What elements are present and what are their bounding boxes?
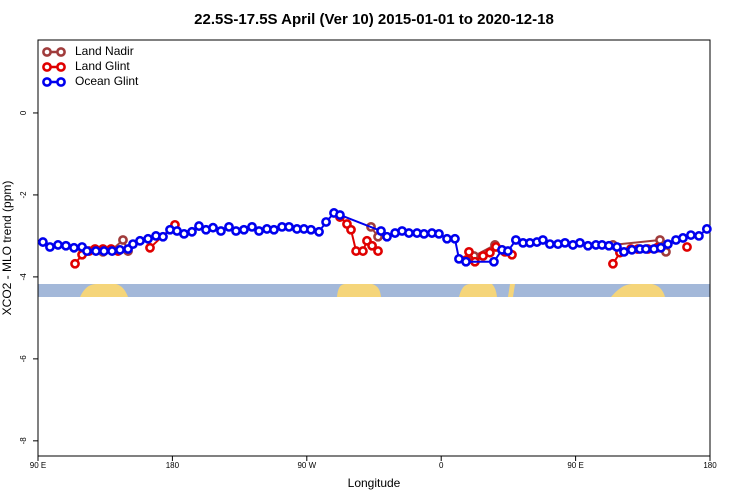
data-point (560, 237, 570, 248)
legend-label: Land Nadir (75, 44, 134, 58)
x-tick-label: 90 E (30, 461, 46, 470)
chart-title: 22.5S-17.5S April (Ver 10) 2015-01-01 to… (194, 11, 554, 28)
data-point (99, 246, 109, 256)
data-point (537, 235, 548, 245)
data-point (158, 231, 168, 242)
data-point (314, 226, 324, 237)
data-point (135, 235, 145, 246)
data-point (484, 247, 495, 258)
data-point (231, 226, 241, 236)
data-point (321, 217, 331, 227)
data-point (254, 226, 264, 236)
data-point (247, 221, 257, 232)
data-point (143, 233, 153, 244)
data-point (404, 228, 414, 238)
x-tick-label: 180 (166, 461, 180, 470)
data-point (682, 242, 692, 252)
data-point (612, 242, 622, 252)
data-point (194, 221, 204, 231)
data-point (269, 224, 279, 235)
y-tick-label: -6 (19, 355, 28, 363)
data-point (604, 240, 614, 251)
data-point (115, 244, 125, 255)
data-point (701, 224, 712, 234)
x-tick-label: 0 (439, 461, 444, 470)
legend-marker (56, 47, 66, 57)
legend-label: Ocean Glint (75, 74, 139, 88)
data-point (208, 222, 218, 233)
data-point (367, 240, 377, 251)
data-point (70, 258, 80, 269)
legend-marker (42, 77, 52, 87)
land-ocean-strip (38, 284, 710, 297)
x-tick-label: 90 E (567, 461, 583, 470)
data-point (306, 224, 316, 235)
data-point (107, 246, 117, 256)
data-point (489, 256, 499, 267)
data-point (442, 233, 452, 244)
data-point (335, 210, 345, 220)
data-point (545, 239, 555, 250)
data-point (53, 240, 63, 250)
y-tick-label: 0 (19, 110, 28, 115)
data-point (450, 233, 460, 244)
data-point (145, 242, 155, 253)
y-tick-label: -4 (19, 273, 28, 281)
data-point (464, 246, 474, 257)
data-point (608, 258, 618, 269)
data-point (118, 235, 128, 245)
legend-label: Land Glint (75, 59, 130, 73)
data-point (187, 226, 197, 237)
data-point (575, 237, 585, 248)
y-tick-label: -2 (19, 191, 28, 199)
data-point (38, 237, 48, 247)
data-point (216, 226, 226, 236)
x-axis-label: Longitude (348, 476, 401, 490)
data-point (685, 230, 696, 240)
data-point (583, 240, 593, 251)
data-point (655, 235, 665, 245)
legend-marker (42, 62, 52, 72)
data-point (239, 224, 249, 235)
data-point (678, 233, 688, 243)
legend-marker (42, 47, 52, 57)
data-point (358, 246, 368, 256)
data-point (655, 242, 666, 253)
data-point (373, 246, 383, 256)
data-point (376, 226, 386, 236)
data-point (224, 221, 234, 232)
data-point (641, 244, 651, 254)
x-tick-label: 180 (703, 461, 717, 470)
data-point (82, 246, 92, 256)
data-point (284, 221, 294, 232)
legend-marker (56, 62, 66, 72)
x-tick-label: 90 W (297, 461, 316, 470)
data-point (461, 256, 471, 267)
y-axis-label: XCO2 - MLO trend (ppm) (0, 181, 14, 316)
data-point (382, 231, 392, 242)
data-point (694, 231, 704, 241)
plot-frame (37, 39, 711, 457)
y-tick-label: -8 (19, 437, 28, 445)
data-point (503, 246, 513, 256)
data-point (91, 246, 101, 256)
data-point (61, 240, 71, 251)
data-point (434, 228, 444, 239)
data-point (419, 228, 429, 239)
data-point (626, 244, 637, 255)
data-point (346, 224, 356, 235)
data-point (45, 242, 55, 252)
data-point (69, 242, 79, 253)
legend-marker (56, 77, 66, 87)
data-point (662, 239, 673, 250)
data-point (619, 246, 629, 257)
data-point (179, 228, 189, 239)
